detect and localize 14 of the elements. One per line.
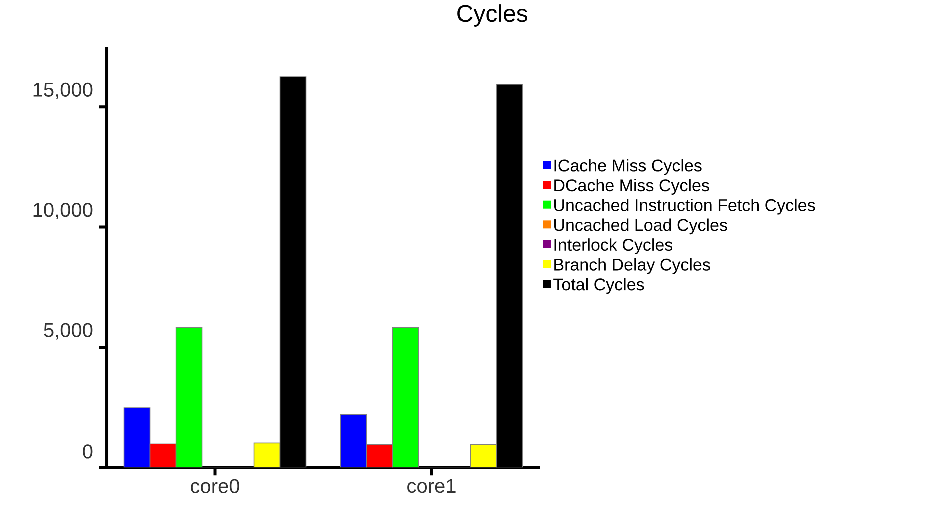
y-tick-label: 0: [83, 444, 93, 459]
chart-title: Cycles: [458, 4, 528, 27]
x-tick-label: core0: [191, 479, 240, 494]
y-tick-label: 5,000: [44, 323, 93, 340]
x-tick-label: core1: [408, 479, 456, 494]
legend-label: Interlock Cycles: [554, 238, 673, 254]
legend-label: DCache Miss Cycles: [554, 179, 710, 195]
legend-label: ICache Miss Cycles: [554, 159, 702, 176]
legend-label: Uncached Load Cycles: [554, 218, 728, 235]
legend-label: Branch Delay Cycles: [554, 258, 710, 274]
legend-label: Total Cycles: [554, 278, 644, 294]
y-tick-label: 10,000: [34, 203, 93, 220]
legend-label: Uncached Instruction Fetch Cycles: [554, 198, 816, 215]
y-tick-label: 15,000: [34, 82, 93, 100]
